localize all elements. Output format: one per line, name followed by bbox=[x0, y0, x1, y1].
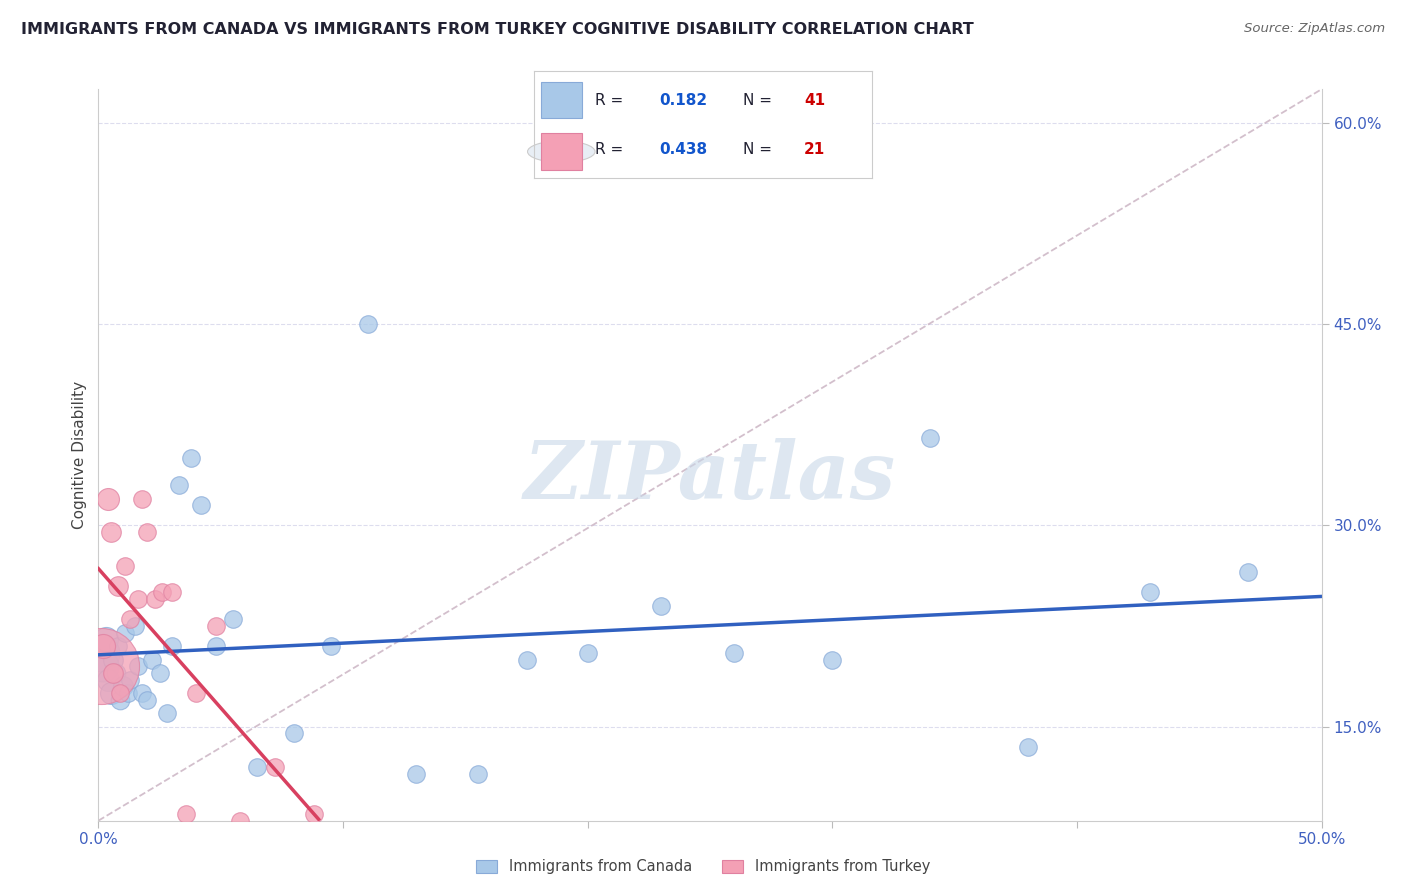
Point bbox=[650, 599, 672, 613]
Point bbox=[319, 639, 342, 653]
Point bbox=[302, 806, 325, 821]
Point bbox=[101, 652, 124, 666]
Point bbox=[127, 592, 149, 607]
Point bbox=[101, 665, 124, 680]
Text: 0.438: 0.438 bbox=[659, 142, 707, 157]
Point bbox=[150, 585, 173, 599]
Text: 21: 21 bbox=[804, 142, 825, 157]
Point bbox=[205, 619, 228, 633]
Text: 0.182: 0.182 bbox=[659, 93, 707, 108]
Point bbox=[156, 706, 179, 721]
Point bbox=[136, 525, 159, 540]
Point bbox=[821, 652, 844, 666]
Point bbox=[90, 659, 112, 673]
Point bbox=[114, 625, 136, 640]
Point bbox=[131, 491, 153, 506]
Point bbox=[100, 686, 122, 700]
Point bbox=[90, 646, 112, 660]
Point bbox=[723, 646, 745, 660]
Point bbox=[263, 760, 285, 774]
Point bbox=[110, 686, 132, 700]
Point bbox=[229, 814, 252, 828]
Point bbox=[160, 585, 183, 599]
Point bbox=[91, 659, 114, 673]
Text: R =: R = bbox=[595, 93, 628, 108]
Point bbox=[120, 673, 142, 687]
Point bbox=[114, 558, 136, 573]
Point bbox=[111, 680, 134, 694]
FancyBboxPatch shape bbox=[541, 134, 582, 169]
FancyBboxPatch shape bbox=[541, 82, 582, 119]
Point bbox=[167, 478, 190, 492]
Point bbox=[136, 693, 159, 707]
Point bbox=[149, 665, 172, 680]
Point bbox=[107, 639, 129, 653]
Point bbox=[91, 639, 114, 653]
Point bbox=[104, 665, 127, 680]
Point bbox=[160, 639, 183, 653]
Point bbox=[94, 632, 117, 647]
Point bbox=[110, 693, 132, 707]
Point bbox=[1237, 566, 1260, 580]
Point bbox=[120, 612, 142, 626]
Point bbox=[356, 317, 378, 331]
Point bbox=[515, 652, 537, 666]
Point bbox=[920, 431, 942, 445]
Point bbox=[467, 766, 489, 780]
Point bbox=[246, 760, 269, 774]
Point bbox=[205, 639, 228, 653]
Y-axis label: Cognitive Disability: Cognitive Disability bbox=[72, 381, 87, 529]
Point bbox=[283, 726, 305, 740]
Point bbox=[131, 686, 153, 700]
Circle shape bbox=[527, 141, 595, 162]
Text: N =: N = bbox=[744, 142, 778, 157]
Point bbox=[117, 686, 139, 700]
Point bbox=[107, 579, 129, 593]
Text: Source: ZipAtlas.com: Source: ZipAtlas.com bbox=[1244, 22, 1385, 36]
Point bbox=[576, 646, 599, 660]
Text: N =: N = bbox=[744, 93, 778, 108]
Point bbox=[141, 652, 163, 666]
Point bbox=[1017, 739, 1039, 754]
Text: ZIPatlas: ZIPatlas bbox=[524, 438, 896, 516]
Text: R =: R = bbox=[595, 142, 628, 157]
Point bbox=[222, 612, 245, 626]
Point bbox=[100, 525, 122, 540]
Point bbox=[97, 491, 120, 506]
Point bbox=[1139, 585, 1161, 599]
Point bbox=[124, 619, 146, 633]
Point bbox=[405, 766, 427, 780]
Point bbox=[97, 673, 120, 687]
Point bbox=[127, 659, 149, 673]
Point bbox=[143, 592, 166, 607]
Legend: Immigrants from Canada, Immigrants from Turkey: Immigrants from Canada, Immigrants from … bbox=[470, 854, 936, 880]
Text: IMMIGRANTS FROM CANADA VS IMMIGRANTS FROM TURKEY COGNITIVE DISABILITY CORRELATIO: IMMIGRANTS FROM CANADA VS IMMIGRANTS FRO… bbox=[21, 22, 974, 37]
Point bbox=[176, 806, 198, 821]
Text: 41: 41 bbox=[804, 93, 825, 108]
Point bbox=[186, 686, 208, 700]
Point bbox=[190, 498, 212, 512]
Point bbox=[180, 451, 202, 466]
